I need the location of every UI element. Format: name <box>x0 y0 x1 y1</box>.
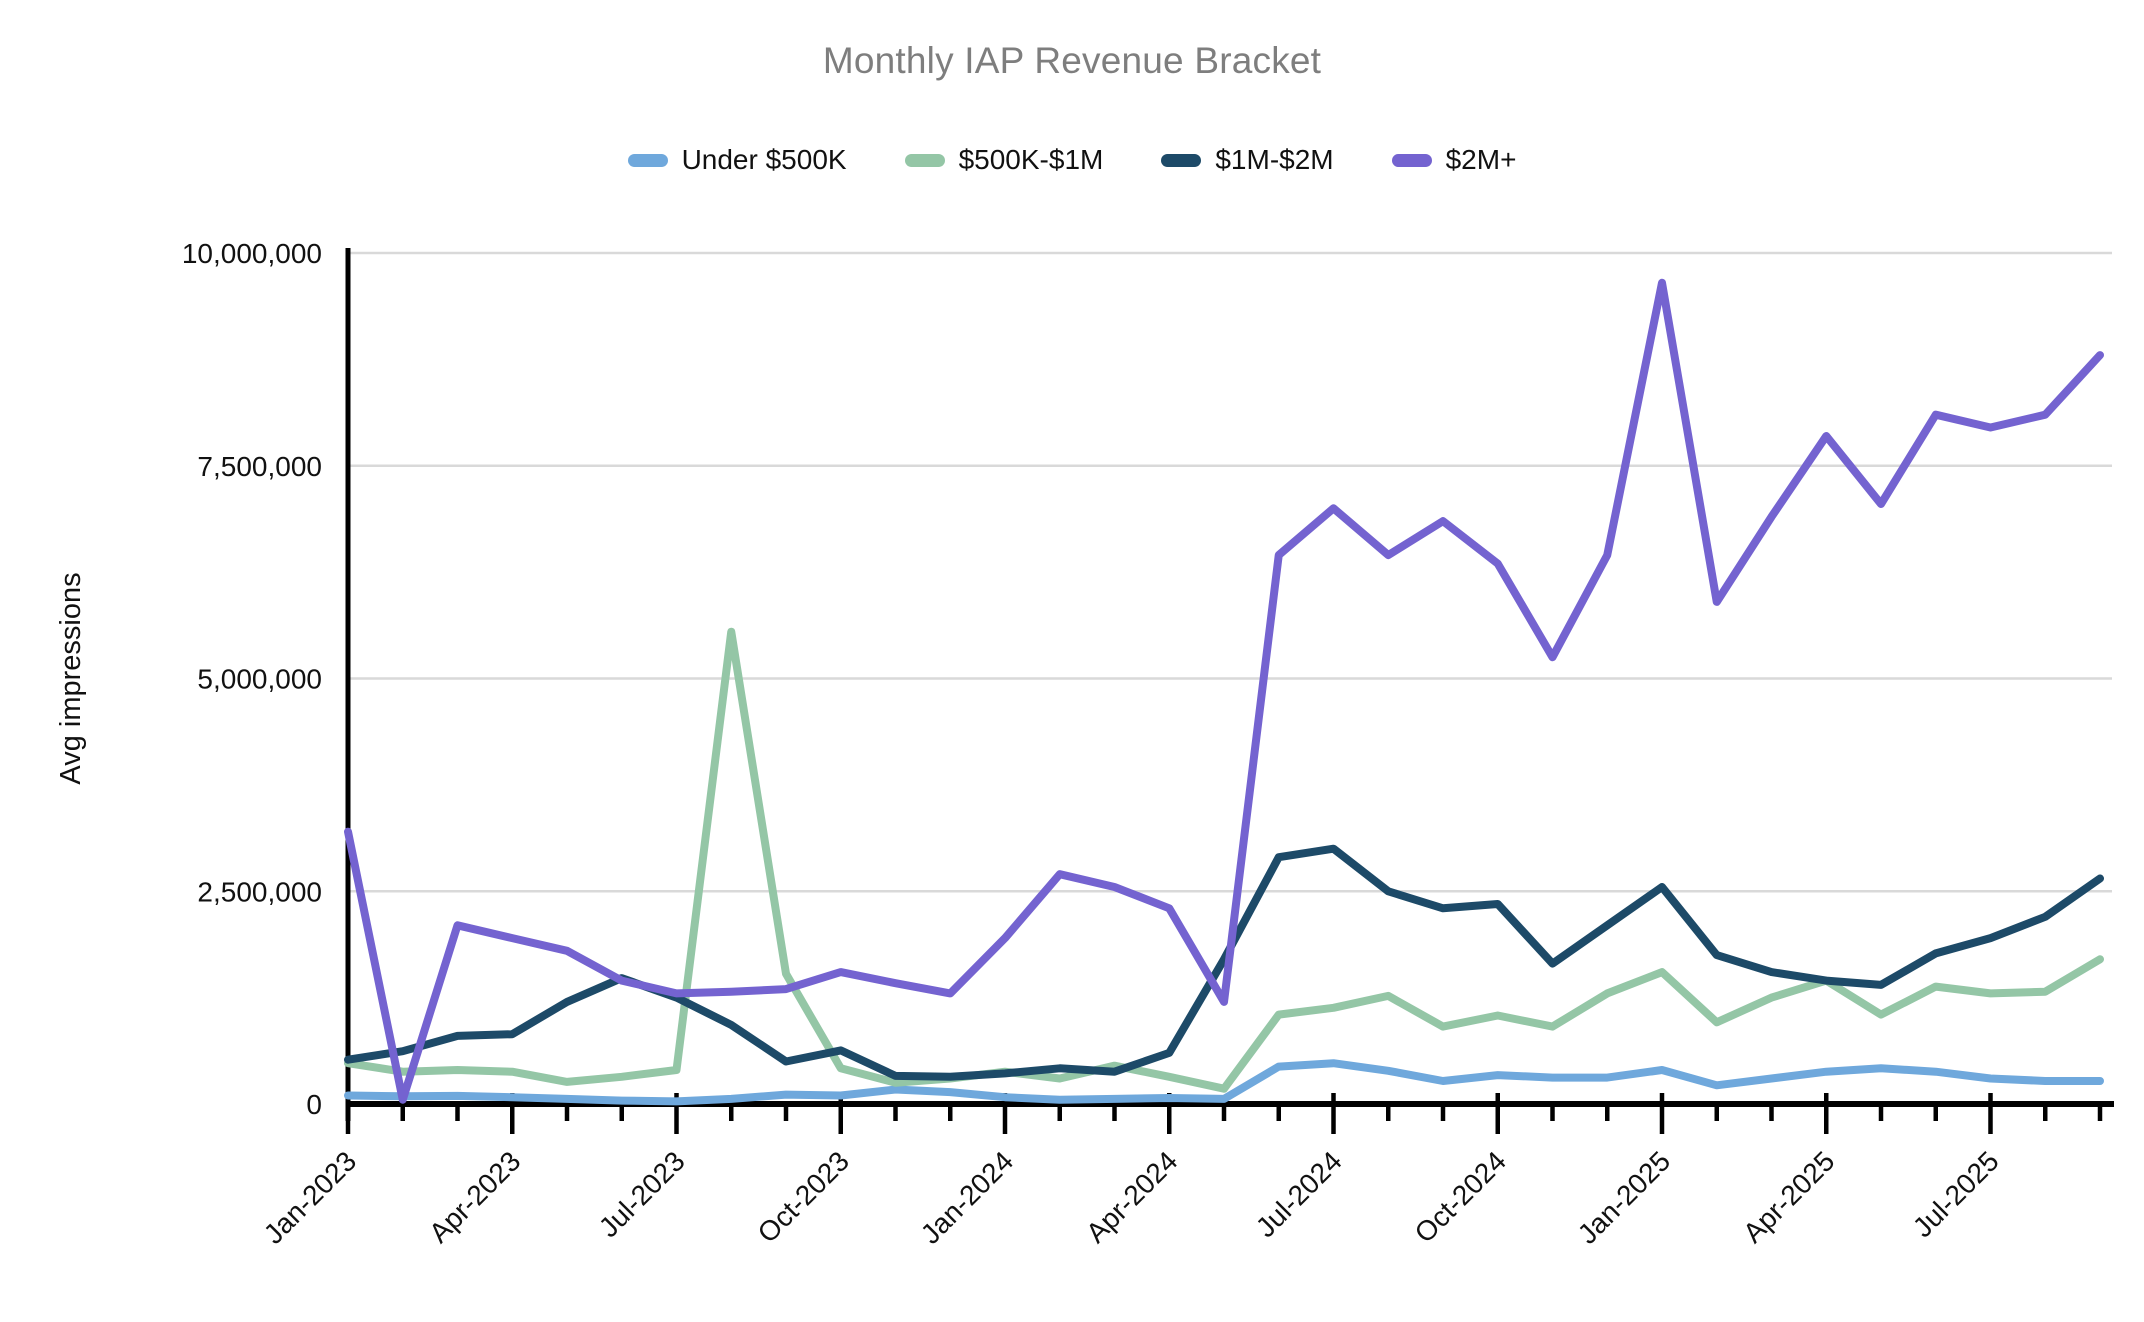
x-tick-label: Apr-2023 <box>423 1145 526 1248</box>
legend-item-label: $2M+ <box>1445 144 1517 175</box>
series-line-1 <box>344 1059 2104 1106</box>
x-tick-label: Oct-2024 <box>1409 1145 1512 1248</box>
y-tick-label: 5,000,000 <box>197 664 322 695</box>
series-line-3 <box>344 844 2104 1081</box>
y-tick-label: 2,500,000 <box>197 876 322 907</box>
x-tick-label: Jul-2023 <box>593 1145 691 1243</box>
legend-swatch-icon <box>1391 153 1432 167</box>
legend-item-label: $500K-$1M <box>958 144 1104 175</box>
chart-legend: Under $500K $500K-$1M $1M-$2M $2M+ <box>0 144 2144 176</box>
legend-item-1: Under $500K <box>627 144 847 176</box>
x-tick-label: Oct-2023 <box>752 1145 855 1248</box>
legend-item-label: $1M-$2M <box>1215 144 1334 175</box>
y-tick-label: 0 <box>306 1089 322 1120</box>
x-tick-label: Jul-2024 <box>1250 1145 1348 1243</box>
legend-item-label: Under $500K <box>681 144 847 175</box>
x-tick-label: Jan-2023 <box>258 1145 362 1249</box>
y-axis-title: Avg impressions <box>55 572 87 784</box>
legend-swatch-icon <box>627 153 668 167</box>
series-line-4 <box>344 278 2104 1104</box>
x-tick-label: Apr-2024 <box>1080 1145 1183 1248</box>
legend-swatch-icon <box>1161 153 1202 167</box>
x-tick-label: Jan-2024 <box>915 1145 1019 1249</box>
y-tick-label: 7,500,000 <box>197 451 322 482</box>
x-tick-label: Jan-2025 <box>1572 1145 1676 1249</box>
series-line-2 <box>344 627 2104 1093</box>
legend-swatch-icon <box>904 153 945 167</box>
x-tick-label: Apr-2025 <box>1737 1145 1840 1248</box>
legend-item-4: $2M+ <box>1391 144 1517 176</box>
chart-title: Monthly IAP Revenue Bracket <box>822 40 1322 81</box>
legend-item-2: $500K-$1M <box>904 144 1104 176</box>
legend-item-3: $1M-$2M <box>1161 144 1334 176</box>
x-tick-label: Jul-2025 <box>1907 1145 2005 1243</box>
y-tick-label: 10,000,000 <box>182 238 322 269</box>
